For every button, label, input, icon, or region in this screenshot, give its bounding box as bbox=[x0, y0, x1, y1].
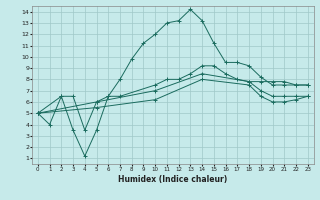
X-axis label: Humidex (Indice chaleur): Humidex (Indice chaleur) bbox=[118, 175, 228, 184]
